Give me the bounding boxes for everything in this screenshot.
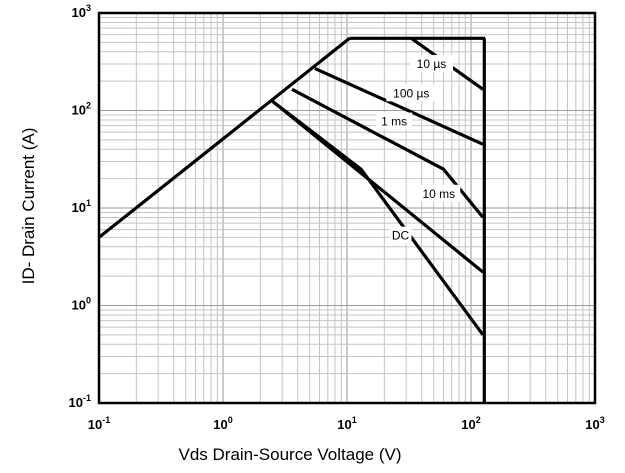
curve-label-bg — [376, 112, 413, 130]
y-tick-label: 10-1 — [69, 393, 91, 410]
x-tick-label: 103 — [585, 415, 604, 432]
y-tick-label: 101 — [72, 198, 91, 215]
curve-label-100-s: 100 µs — [393, 86, 429, 100]
curve-label-1-ms: 1 ms — [381, 115, 407, 129]
x-tick-label: 100 — [213, 415, 232, 432]
plot-grid — [98, 13, 595, 404]
curve-label-dc: DC — [392, 229, 410, 243]
curve-label-bg — [417, 184, 461, 202]
x-tick-labels: 10-1 100 101 102 103 — [88, 415, 605, 432]
x-axis-label: Vds Drain-Source Voltage (V) — [179, 445, 402, 464]
curve-dc — [271, 99, 485, 336]
curve-label-10-ms: 10 ms — [422, 187, 455, 201]
y-tick-label: 100 — [72, 296, 91, 313]
curve-label-10-s: 10 µs — [417, 57, 447, 71]
x-tick-label: 101 — [337, 415, 356, 432]
x-tick-label: 10-1 — [88, 415, 110, 432]
curve-100-s — [314, 66, 484, 146]
y-tick-label: 103 — [72, 3, 91, 20]
curve-label-bg — [409, 54, 453, 72]
curve-label-bg — [389, 226, 412, 244]
curve-rds-on-limit — [98, 37, 351, 239]
y-tick-label: 102 — [72, 101, 91, 118]
plot-frame — [97, 11, 597, 405]
y-axis-label: ID- Drain Current (A) — [19, 128, 38, 285]
curve-1-ms — [291, 87, 485, 219]
x-tick-label: 102 — [461, 415, 480, 432]
curve-label-bg — [386, 84, 437, 102]
y-tick-labels: 10-1 100 101 102 103 — [69, 3, 91, 410]
curve-label-layer: 10 µs 100 µs 1 ms 10 ms DC — [376, 54, 461, 244]
